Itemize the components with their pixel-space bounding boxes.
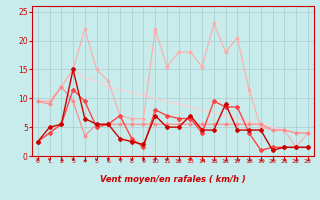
X-axis label: Vent moyen/en rafales ( km/h ): Vent moyen/en rafales ( km/h ) (100, 175, 246, 184)
